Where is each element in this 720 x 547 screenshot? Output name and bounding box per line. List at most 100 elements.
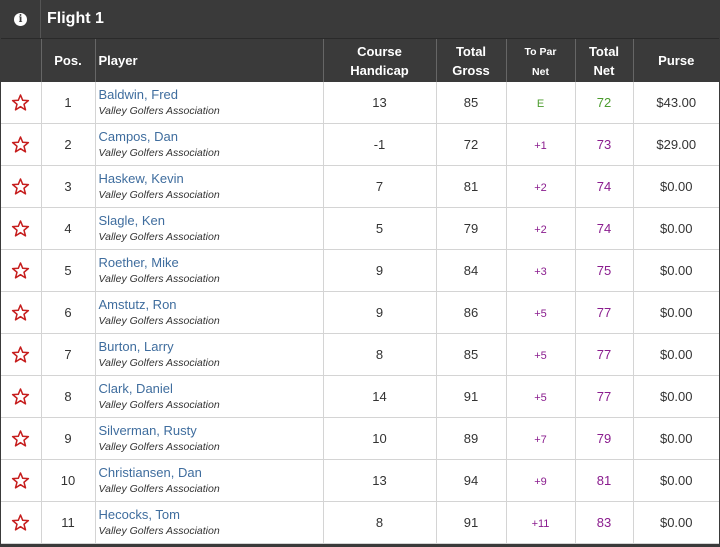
total-net-cell: 74 [575, 165, 634, 208]
total-net-cell: 75 [575, 249, 634, 292]
table-row[interactable]: 3 Haskew, Kevin Valley Golfers Association… [1, 165, 719, 208]
position-cell: 8 [41, 375, 96, 418]
purse-cell: $0.00 [633, 459, 719, 502]
favorite-toggle[interactable] [1, 291, 42, 334]
player-name-link[interactable]: Slagle, Ken [98, 213, 166, 228]
purse-cell: $0.00 [633, 249, 719, 292]
player-name-link[interactable]: Haskew, Kevin [98, 171, 184, 186]
player-cell: Roether, Mike Valley Golfers Association [95, 249, 324, 292]
table-row[interactable]: 7 Burton, Larry Valley Golfers Association… [1, 333, 719, 376]
favorite-toggle[interactable] [1, 123, 42, 166]
total-net-value: 77 [596, 389, 612, 404]
player-organization: Valley Golfers Association [98, 441, 220, 453]
player-column-header[interactable]: Player [95, 39, 324, 82]
star-icon [12, 430, 30, 447]
player-name-link[interactable]: Burton, Larry [98, 339, 174, 354]
flight-title: Flight 1 [47, 10, 104, 27]
to-par-net-value: +5 [534, 350, 547, 362]
favorite-toggle[interactable] [1, 417, 42, 460]
to-par-net-cell: +1 [506, 123, 576, 166]
pos-column-header[interactable]: Pos. [41, 39, 96, 82]
total-net-cell: 73 [575, 123, 634, 166]
total-gross-cell: 85 [436, 333, 507, 376]
total-gross-cell: 94 [436, 459, 507, 502]
to-par-net-value: +5 [534, 392, 547, 404]
to-par-net-cell: +5 [506, 333, 576, 376]
player-cell: Slagle, Ken Valley Golfers Association [95, 207, 324, 250]
table-row[interactable]: 9 Silverman, Rusty Valley Golfers Associat… [1, 417, 719, 460]
total-net-cell: 72 [575, 82, 634, 124]
favorite-toggle[interactable] [1, 249, 42, 292]
position-cell: 10 [41, 459, 96, 502]
course-handicap-cell: 7 [323, 165, 437, 208]
favorite-toggle[interactable] [1, 375, 42, 418]
position-cell: 6 [41, 291, 96, 334]
player-name-link[interactable]: Roether, Mike [98, 255, 179, 270]
info-button[interactable]: i [1, 0, 41, 38]
total-net-value: 73 [596, 137, 612, 152]
favorite-toggle[interactable] [1, 207, 42, 250]
total-net-value: 74 [596, 179, 612, 194]
to-par-net-value: +5 [534, 308, 547, 320]
total-gross-cell: 91 [436, 375, 507, 418]
table-row[interactable]: 5 Roether, Mike Valley Golfers Association… [1, 249, 719, 292]
position-cell: 3 [41, 165, 96, 208]
course-handicap-cell: 13 [323, 82, 437, 124]
purse-column-header[interactable]: Purse [633, 39, 719, 82]
player-name-link[interactable]: Amstutz, Ron [98, 297, 177, 312]
course-handicap-cell: -1 [323, 123, 437, 166]
total-net-cell: 79 [575, 417, 634, 460]
table-row[interactable]: 6 Amstutz, Ron Valley Golfers Association 9… [1, 291, 719, 334]
to-par-net-cell: +5 [506, 375, 576, 418]
player-name-link[interactable]: Hecocks, Tom [98, 507, 180, 522]
player-name-link[interactable]: Christiansen, Dan [98, 465, 202, 480]
total-net-cell: 77 [575, 375, 634, 418]
total-gross-cell: 72 [436, 123, 507, 166]
table-row[interactable]: 10 Christiansen, Dan Valley Golfers Associ… [1, 459, 719, 502]
favorite-toggle[interactable] [1, 82, 42, 124]
to-par-net-value: +11 [531, 518, 550, 530]
table-row[interactable]: 1 Baldwin, Fred Valley Golfers Association… [1, 82, 719, 124]
table-row[interactable]: 8 Clark, Daniel Valley Golfers Association… [1, 375, 719, 418]
to-par-net-column-header[interactable]: To Par Net [506, 39, 576, 82]
total-net-value: 79 [596, 431, 612, 446]
player-organization: Valley Golfers Association [98, 231, 220, 243]
table-bottom-edge [1, 544, 719, 547]
to-par-net-cell: +5 [506, 291, 576, 334]
purse-cell: $0.00 [633, 417, 719, 460]
player-name-link[interactable]: Baldwin, Fred [98, 87, 178, 102]
player-organization: Valley Golfers Association [98, 147, 220, 159]
to-par-net-value: +3 [534, 266, 547, 278]
position-cell: 9 [41, 417, 96, 460]
to-par-net-cell: +2 [506, 165, 576, 208]
table-row[interactable]: 4 Slagle, Ken Valley Golfers Association 5 7… [1, 207, 719, 250]
to-par-net-value: +1 [534, 140, 547, 152]
purse-cell: $43.00 [633, 82, 719, 124]
info-icon: i [14, 12, 27, 26]
favorite-toggle[interactable] [1, 501, 42, 544]
flight-header: i Flight 1 [1, 0, 719, 39]
star-icon [12, 220, 30, 237]
player-name-link[interactable]: Clark, Daniel [98, 381, 173, 396]
purse-cell: $0.00 [633, 375, 719, 418]
course-handicap-cell: 14 [323, 375, 437, 418]
to-par-net-value: +2 [534, 182, 547, 194]
table-row[interactable]: 2 Campos, Dan Valley Golfers Association -1… [1, 123, 719, 166]
course-handicap-cell: 10 [323, 417, 437, 460]
favorite-column-header [1, 39, 42, 82]
to-par-net-value: +7 [534, 434, 547, 446]
table-row[interactable]: 11 Hecocks, Tom Valley Golfers Association… [1, 501, 719, 544]
favorite-toggle[interactable] [1, 165, 42, 208]
player-name-link[interactable]: Silverman, Rusty [98, 423, 197, 438]
favorite-toggle[interactable] [1, 459, 42, 502]
total-net-value: 74 [596, 221, 612, 236]
total-net-cell: 77 [575, 333, 634, 376]
total-gross-column-header[interactable]: Total Gross [436, 39, 507, 82]
player-organization: Valley Golfers Association [98, 357, 220, 369]
player-name-link[interactable]: Campos, Dan [98, 129, 178, 144]
star-icon [12, 346, 30, 363]
favorite-toggle[interactable] [1, 333, 42, 376]
course-handicap-column-header[interactable]: Course Handicap [323, 39, 437, 82]
table-header-row: Pos. Player Course Handicap Total Gross To… [1, 39, 719, 82]
total-net-column-header[interactable]: Total Net [575, 39, 634, 82]
